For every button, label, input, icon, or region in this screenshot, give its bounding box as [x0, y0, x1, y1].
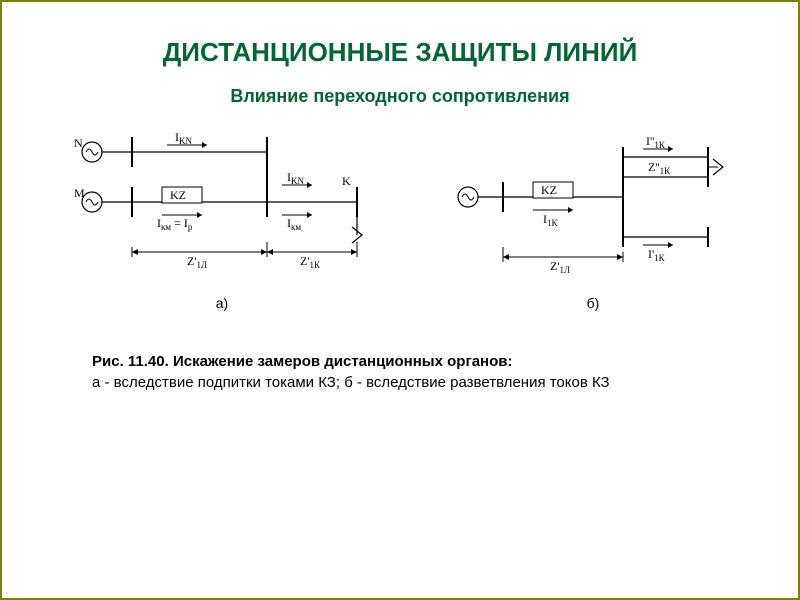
kz-box-a: KZ	[170, 188, 186, 202]
node-n-label: N	[74, 136, 83, 150]
figure-caption: Рис. 11.40. Искажение замеров дистанцион…	[42, 351, 758, 393]
slide-frame: ДИСТАНЦИОННЫЕ ЗАЩИТЫ ЛИНИЙ Влияние перех…	[0, 0, 800, 600]
caption-line1: Рис. 11.40. Искажение замеров дистанцион…	[92, 353, 512, 370]
subtitle: Влияние переходного сопротивления	[42, 86, 758, 107]
diagram-a: N IKN M	[62, 127, 382, 311]
main-title: ДИСТАНЦИОННЫЕ ЗАЩИТЫ ЛИНИЙ	[42, 37, 758, 68]
ikm2-label: Iкм	[287, 216, 301, 232]
diagram-b: KZ I1К I''1К Z''1К	[448, 127, 738, 311]
z1k-label-a: Z'1К	[300, 254, 321, 270]
ikn2-label: IKN	[287, 170, 304, 186]
node-k-label: K	[342, 174, 351, 188]
ikn-label: IKN	[175, 130, 192, 146]
diagram-b-svg: KZ I1К I''1К Z''1К	[448, 127, 738, 287]
i1k-label: I1К	[543, 212, 559, 228]
z1l-label-a: Z'1Л	[187, 254, 207, 270]
kz-box-b: KZ	[541, 183, 557, 197]
diagram-b-label: б)	[448, 295, 738, 311]
diagram-row: N IKN M	[42, 127, 758, 311]
ikm-ip-label: Iкм = Iр	[157, 216, 193, 232]
i2-1k-label: I''1К	[646, 134, 666, 150]
i1-1k-label: I'1К	[648, 247, 666, 263]
diagram-a-svg: N IKN M	[62, 127, 382, 287]
caption-line2: а - вследствие подпитки токами КЗ; б - в…	[92, 374, 610, 391]
node-m-label: M	[74, 186, 85, 200]
z2-1k-label: Z''1К	[648, 160, 671, 176]
diagram-a-label: а)	[62, 295, 382, 311]
z1l-label-b: Z'1Л	[550, 259, 570, 275]
